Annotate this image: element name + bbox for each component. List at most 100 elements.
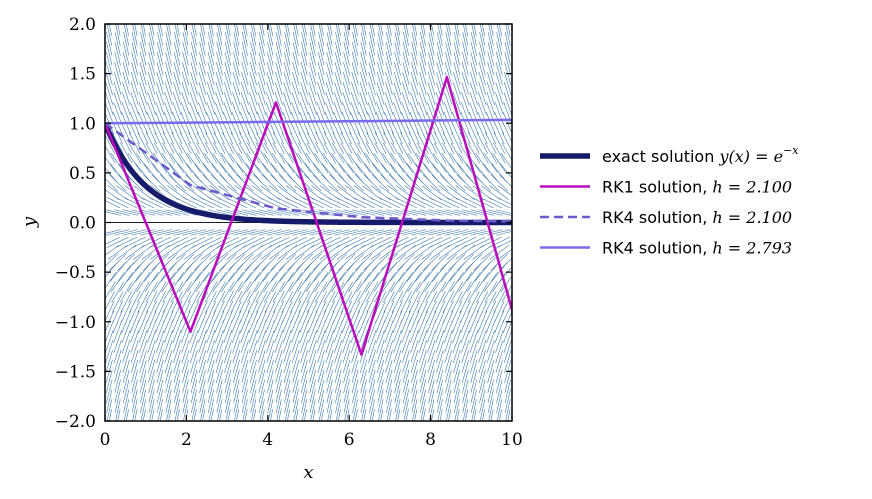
direction-segment: [216, 209, 240, 216]
direction-segment: [402, 379, 410, 403]
direction-segment: [164, 91, 173, 115]
direction-segment: [344, 236, 367, 248]
direction-segment: [182, 389, 189, 413]
direction-segment: [172, 310, 182, 333]
direction-segment: [130, 320, 140, 344]
direction-segment: [462, 42, 469, 66]
direction-segment: [105, 209, 130, 216]
direction-segment: [428, 359, 435, 384]
direction-segment: [445, 236, 468, 248]
direction-segment: [329, 409, 333, 421]
direction-segment: [225, 24, 231, 46]
direction-segment: [147, 81, 156, 106]
direction-segment: [309, 42, 316, 66]
direction-segment: [469, 310, 479, 333]
direction-segment: [140, 389, 147, 413]
direction-segment: [255, 142, 269, 164]
direction-segment: [224, 379, 232, 403]
direction-segment: [343, 61, 351, 86]
direction-segment: [343, 52, 350, 76]
direction-segment: [128, 142, 141, 164]
direction-segment: [470, 379, 477, 403]
direction-segment: [241, 379, 248, 403]
direction-segment: [335, 399, 341, 421]
direction-segment: [224, 52, 232, 76]
direction-segment: [445, 52, 452, 76]
direction-segment: [486, 330, 495, 354]
direction-segment: [451, 132, 463, 154]
direction-segment: [357, 142, 370, 164]
direction-segment: [299, 300, 310, 323]
direction-segment: [210, 409, 214, 421]
direction-segment: [487, 349, 495, 374]
direction-segment: [505, 399, 511, 421]
direction-segment: [183, 197, 205, 209]
direction-segment: [385, 379, 393, 403]
direction-segment: [198, 339, 207, 364]
direction-segment: [292, 389, 299, 413]
direction-segment: [233, 209, 257, 216]
direction-segment: [460, 320, 470, 344]
direction-segment: [452, 320, 462, 344]
direction-segment: [360, 32, 367, 56]
direction-segment: [220, 152, 235, 174]
direction-segment: [106, 389, 113, 413]
direction-segment: [236, 409, 240, 421]
direction-segment: [292, 379, 299, 403]
direction-segment: [415, 262, 431, 282]
direction-segment: [320, 409, 324, 421]
direction-segment: [377, 32, 384, 56]
direction-segment: [157, 379, 164, 403]
direction-segment: [143, 163, 160, 183]
direction-segment: [258, 71, 266, 96]
x-tick-label: 0: [100, 430, 111, 450]
direction-segment: [273, 300, 285, 323]
direction-segment: [317, 52, 325, 76]
direction-segment: [431, 174, 449, 192]
direction-segment: [351, 209, 376, 216]
direction-segment: [436, 61, 444, 86]
direction-segment: [352, 379, 359, 403]
direction-segment: [478, 61, 486, 86]
direction-segment: [190, 229, 215, 236]
direction-segment: [284, 399, 291, 421]
direction-segment: [377, 359, 385, 384]
direction-segment: [496, 24, 503, 46]
direction-segment: [122, 61, 130, 86]
x-tick-label: 10: [501, 430, 523, 450]
direction-segment: [498, 174, 512, 188]
direction-segment: [157, 399, 163, 421]
direction-segment: [494, 300, 505, 323]
direction-segment: [217, 399, 223, 421]
direction-segment: [282, 112, 293, 135]
direction-segment: [393, 349, 402, 374]
direction-segment: [188, 291, 200, 313]
direction-segment: [439, 253, 458, 271]
direction-segment: [273, 291, 285, 313]
direction-segment: [248, 122, 259, 145]
direction-segment: [437, 399, 443, 421]
direction-segment: [428, 379, 435, 403]
direction-segment: [399, 271, 414, 293]
direction-segment: [406, 262, 423, 282]
direction-segment: [138, 101, 148, 125]
direction-segment: [185, 409, 189, 421]
direction-segment: [364, 163, 380, 183]
direction-segment: [325, 320, 335, 344]
direction-segment: [378, 399, 384, 421]
direction-segment: [358, 300, 369, 323]
direction-segment: [208, 197, 231, 209]
direction-segment: [152, 262, 168, 282]
direction-segment: [222, 122, 234, 145]
direction-segment: [318, 197, 341, 209]
direction-segment: [350, 330, 360, 354]
direction-segment: [310, 24, 316, 46]
direction-segment: [216, 32, 223, 56]
direction-segment: [213, 142, 226, 164]
direction-segment: [207, 61, 215, 86]
direction-segment: [283, 91, 292, 115]
direction-segment: [186, 262, 202, 282]
direction-segment: [137, 291, 149, 313]
direction-segment: [326, 229, 350, 236]
direction-segment: [215, 339, 224, 364]
